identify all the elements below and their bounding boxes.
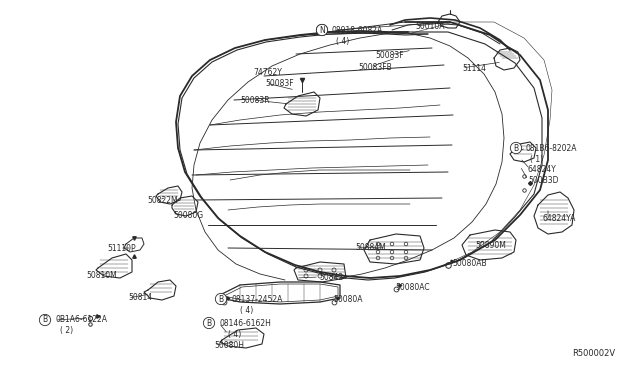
- Circle shape: [390, 250, 394, 254]
- Text: 500B3D: 500B3D: [528, 176, 559, 185]
- Circle shape: [318, 274, 322, 278]
- Text: B: B: [207, 318, 212, 327]
- Text: B: B: [513, 144, 518, 153]
- Text: 50083F: 50083F: [265, 78, 294, 87]
- Text: 64824Y: 64824Y: [528, 164, 557, 173]
- Circle shape: [404, 242, 408, 246]
- Text: 50842: 50842: [319, 273, 343, 282]
- Circle shape: [332, 268, 336, 272]
- Text: 50822M: 50822M: [147, 196, 178, 205]
- Circle shape: [376, 256, 380, 260]
- Text: 50080AC: 50080AC: [395, 282, 429, 292]
- Text: 08918-6082A: 08918-6082A: [332, 26, 383, 35]
- Circle shape: [376, 250, 380, 254]
- Text: 50080H: 50080H: [214, 340, 244, 350]
- Text: 50890M: 50890M: [475, 241, 506, 250]
- Text: ( 4): ( 4): [240, 305, 253, 314]
- Text: 50083F: 50083F: [375, 51, 404, 60]
- Circle shape: [332, 274, 336, 278]
- Text: ( 2): ( 2): [60, 327, 73, 336]
- Text: 08137-2452A: 08137-2452A: [231, 295, 282, 304]
- Text: 08146-6162H: 08146-6162H: [219, 318, 271, 327]
- Text: B: B: [42, 315, 47, 324]
- Text: 50083FB: 50083FB: [358, 62, 392, 71]
- Text: 50083R: 50083R: [240, 96, 269, 105]
- Circle shape: [390, 242, 394, 246]
- Circle shape: [318, 268, 322, 272]
- Circle shape: [376, 242, 380, 246]
- Text: 74762Y: 74762Y: [253, 67, 282, 77]
- Text: R500002V: R500002V: [572, 350, 615, 359]
- Text: ( 1): ( 1): [530, 154, 543, 164]
- Text: 081B6-8202A: 081B6-8202A: [526, 144, 577, 153]
- Text: 50884M: 50884M: [355, 243, 386, 251]
- Text: 51110P: 51110P: [107, 244, 136, 253]
- Text: ( 4): ( 4): [228, 330, 241, 339]
- Text: 50814: 50814: [128, 294, 152, 302]
- Circle shape: [304, 274, 308, 278]
- Circle shape: [404, 256, 408, 260]
- Text: N: N: [319, 26, 325, 35]
- Text: 50080A: 50080A: [333, 295, 362, 304]
- Text: 50080G: 50080G: [173, 211, 203, 219]
- Text: 50010A: 50010A: [415, 22, 445, 31]
- Text: B: B: [218, 295, 223, 304]
- Text: 0B1A6-6122A: 0B1A6-6122A: [55, 315, 107, 324]
- Text: 50810M: 50810M: [86, 272, 116, 280]
- Text: N: N: [319, 26, 325, 35]
- Text: 64824YA: 64824YA: [543, 214, 577, 222]
- Circle shape: [404, 250, 408, 254]
- Circle shape: [304, 268, 308, 272]
- Text: 50080AB: 50080AB: [452, 259, 486, 267]
- Text: ( 4): ( 4): [336, 36, 349, 45]
- Text: 51114: 51114: [462, 64, 486, 73]
- Circle shape: [390, 256, 394, 260]
